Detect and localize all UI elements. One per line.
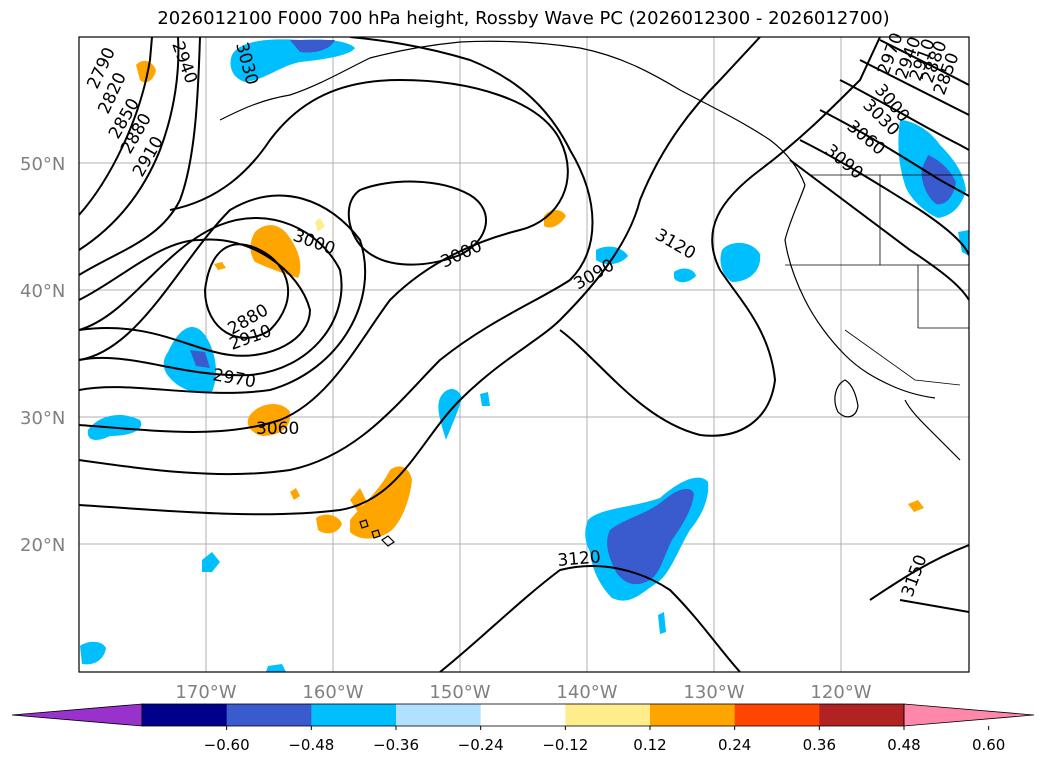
colorbar-segment: [396, 704, 482, 726]
latitude-labels: 50°N 40°N 30°N 20°N: [20, 154, 65, 556]
coastlines: [219, 40, 961, 547]
lon-label: 120°W: [810, 682, 871, 703]
colorbar-segment: [819, 704, 905, 726]
colorbar-tick-label: 0.48: [887, 736, 920, 754]
colorbar-tick-label: 0.36: [803, 736, 836, 754]
lon-label: 140°W: [556, 682, 617, 703]
colorbar-segment: [226, 704, 312, 726]
colorbar-tick-label: −0.12: [542, 736, 588, 754]
lon-label: 150°W: [429, 682, 490, 703]
political-borders: [785, 174, 969, 386]
colorbar-frame: [141, 703, 905, 727]
lat-label: 20°N: [20, 535, 65, 556]
colorbar-tick-label: −0.60: [204, 736, 250, 754]
height-contours: [79, 37, 969, 672]
colorbar-tick-label: −0.48: [288, 736, 334, 754]
lon-label: 170°W: [175, 682, 236, 703]
colorbar-segment: [650, 704, 736, 726]
longitude-labels: 170°W 160°W 150°W 140°W 130°W 120°W: [175, 682, 871, 703]
colorbar-tick-label: 0.12: [633, 736, 666, 754]
colorbar-tick-label: −0.36: [373, 736, 419, 754]
colorbar-tick-label: −0.24: [458, 736, 504, 754]
colorbar-segment: [565, 704, 651, 726]
colorbar-segment: [480, 704, 566, 726]
colorbar-segment: [734, 704, 820, 726]
lat-label: 40°N: [20, 281, 65, 302]
colorbar-tick-label: 0.24: [718, 736, 751, 754]
colorbar-segment: [142, 704, 228, 726]
colorbar-segment: [311, 704, 397, 726]
contour-label: 3120: [557, 547, 602, 571]
colorbar-tick-label: 0.60: [972, 736, 1005, 754]
lon-label: 160°W: [302, 682, 363, 703]
lat-label: 30°N: [20, 408, 65, 429]
colorbar-extend-high: [903, 703, 1035, 727]
colorbar: −0.60 −0.48 −0.36 −0.24 −0.12 0.12 0.24 0.36 0.4…: [11, 703, 1035, 754]
map-title: 2026012100 F000 700 hPa height, Rossby W…: [157, 8, 890, 29]
lat-label: 50°N: [20, 154, 65, 175]
colorbar-extend-low: [11, 703, 143, 727]
map-frame: [78, 36, 970, 673]
lon-label: 130°W: [683, 682, 744, 703]
contour-label: 3060: [256, 419, 299, 439]
